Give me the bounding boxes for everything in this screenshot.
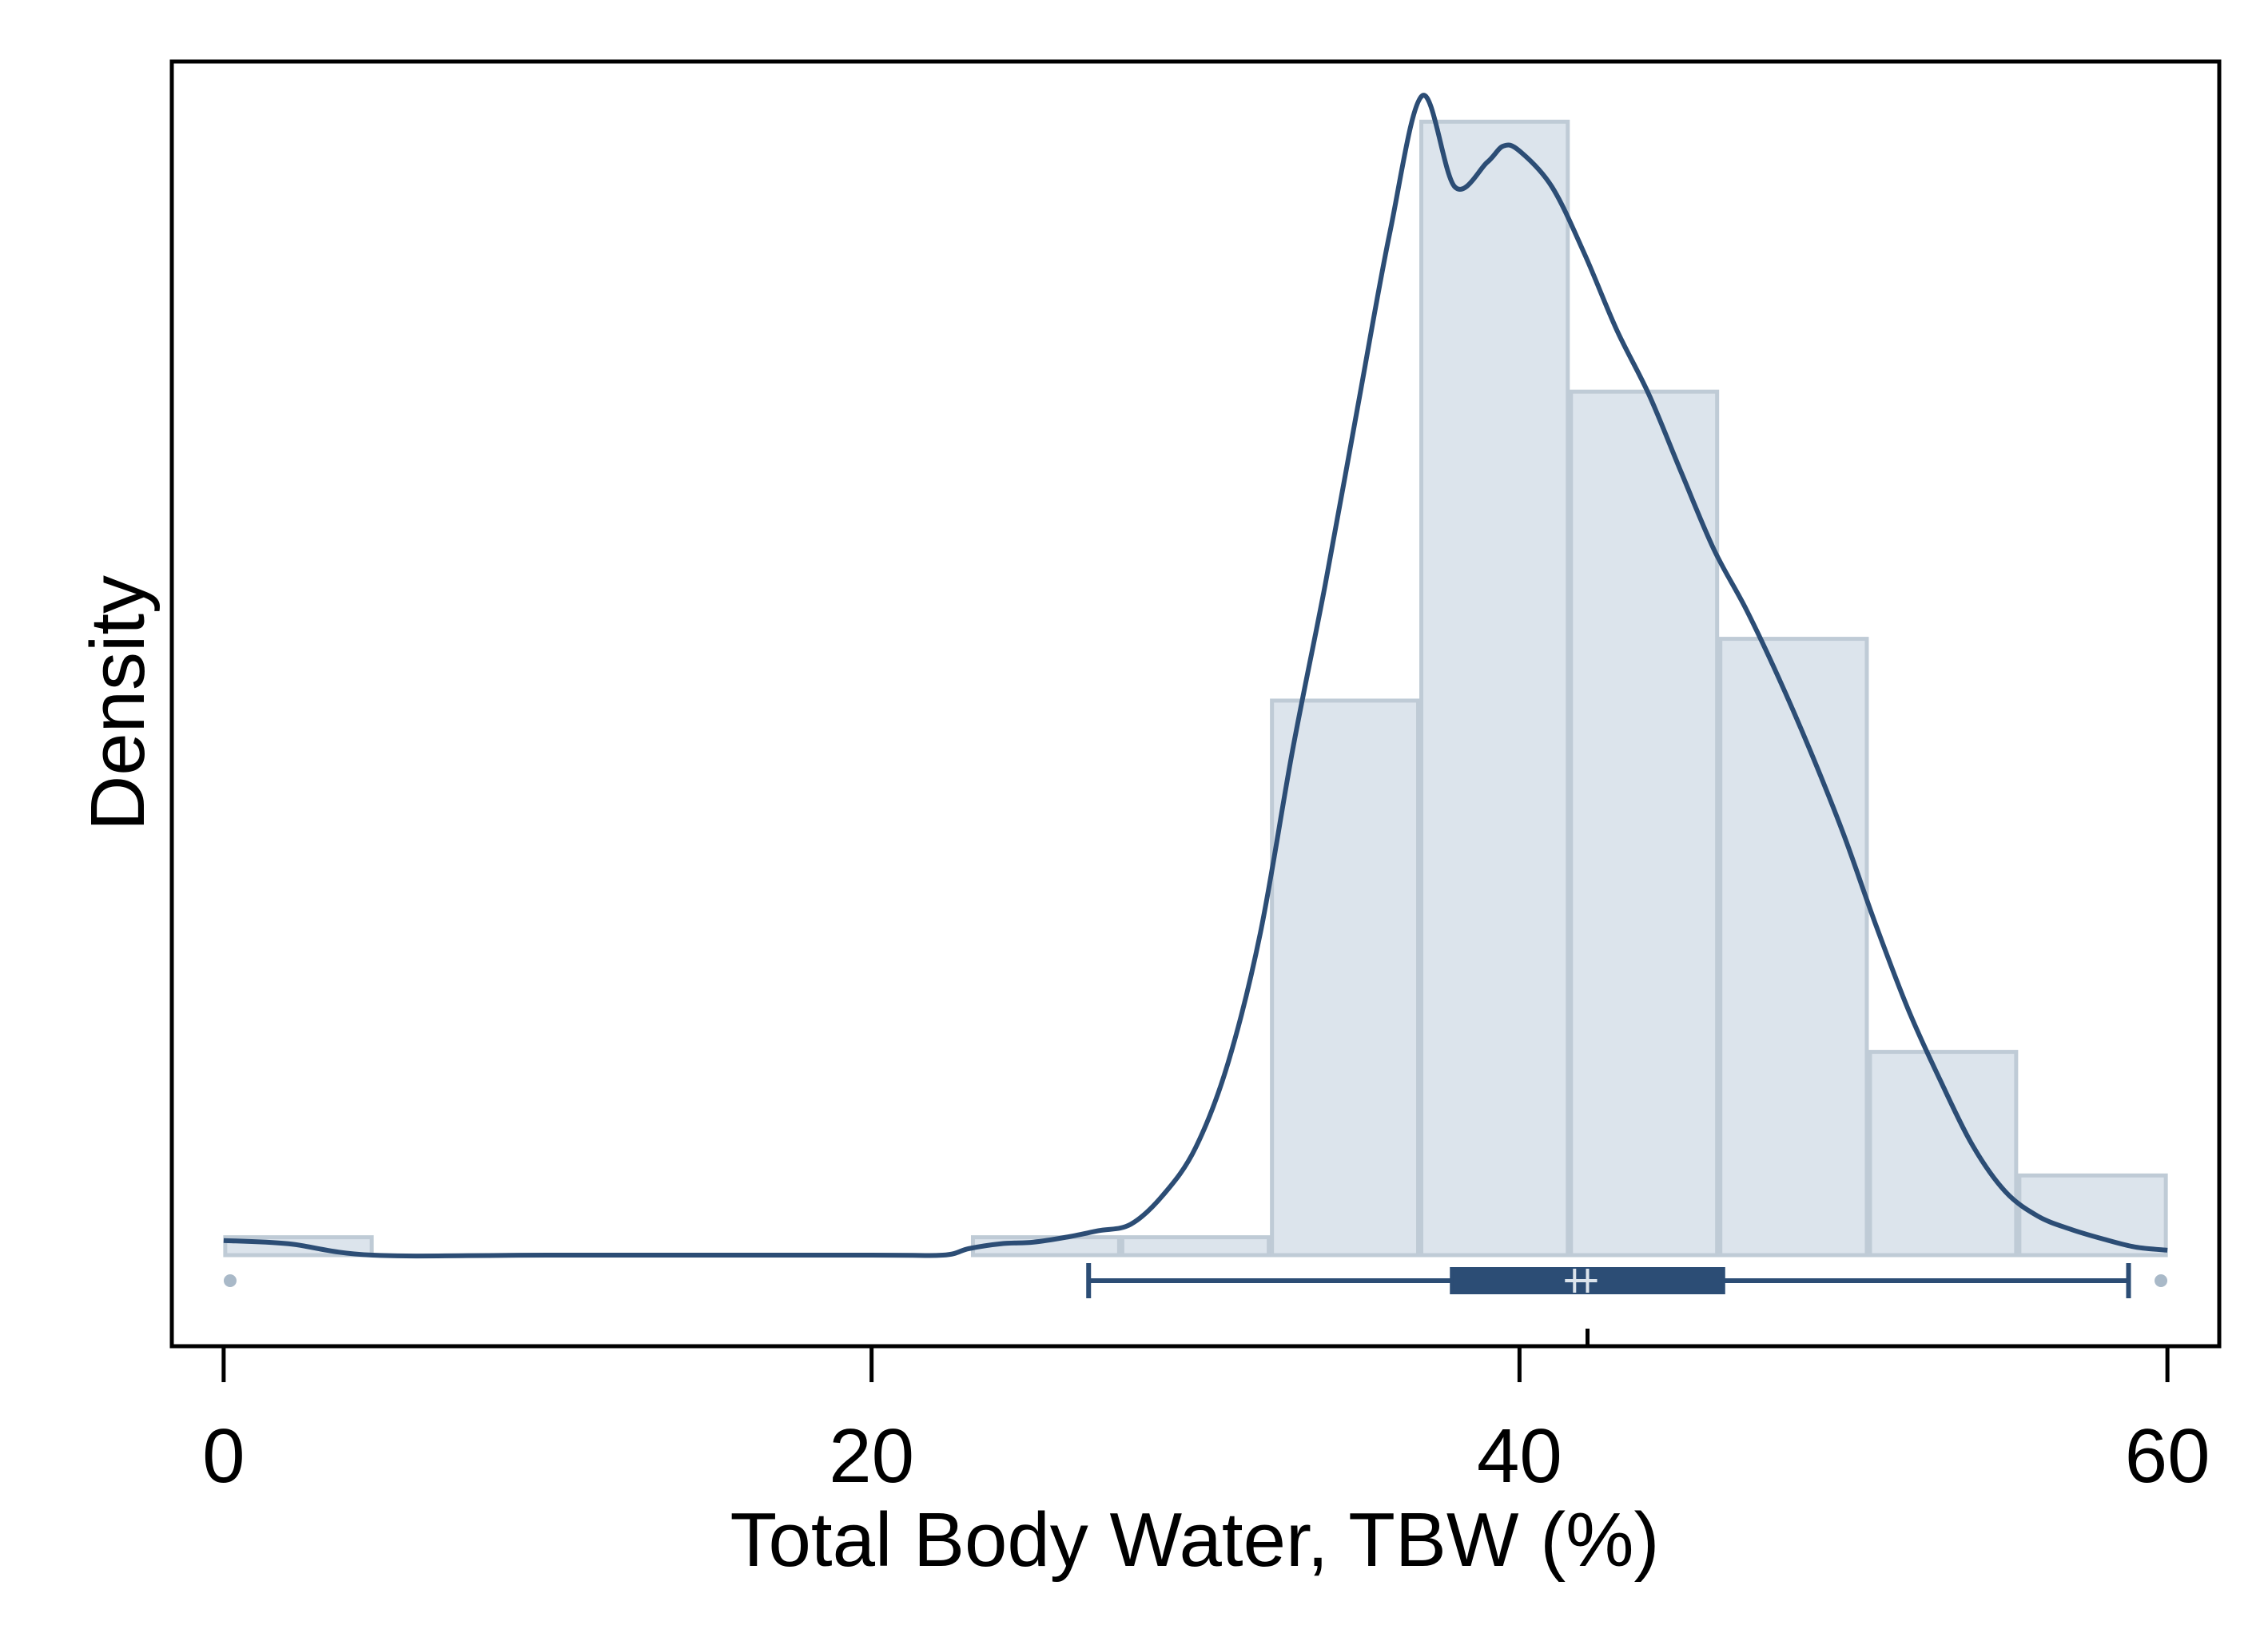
histogram-bar xyxy=(1419,119,1570,1258)
boxplot xyxy=(223,1263,2168,1298)
x-axis-label: Total Body Water, TBW (%) xyxy=(730,1497,1660,1583)
x-tick-label: 0 xyxy=(202,1413,245,1499)
x-tick-label: 40 xyxy=(1477,1413,1562,1499)
histogram-bars xyxy=(223,119,2168,1258)
plot-frame xyxy=(169,59,2222,1349)
histogram-bar xyxy=(1569,389,1720,1258)
density-curve-layer xyxy=(223,93,2168,1259)
outlier-point xyxy=(2155,1274,2168,1287)
y-axis-label: Density xyxy=(75,575,161,831)
histogram-bar xyxy=(1120,1235,1271,1258)
x-tick-label: 60 xyxy=(2125,1413,2210,1499)
x-tick-label: 20 xyxy=(829,1413,914,1499)
density-curve xyxy=(223,93,2168,1259)
outlier-point xyxy=(223,1274,237,1287)
histogram-bar xyxy=(1270,698,1421,1258)
histogram-bar xyxy=(1718,637,1869,1258)
x-axis: 0 20 40 60 xyxy=(202,1329,2210,1499)
histogram-bar xyxy=(2017,1173,2168,1258)
